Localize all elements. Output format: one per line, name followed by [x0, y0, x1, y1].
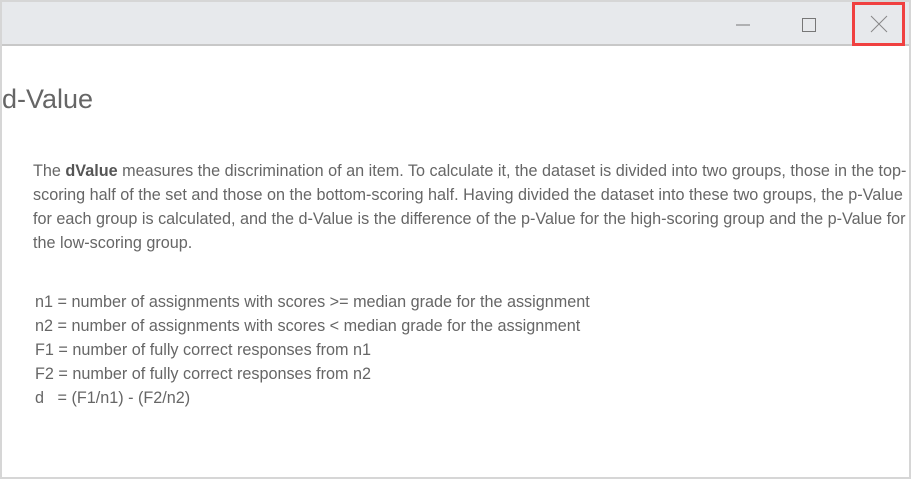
- definition-item: n2 = number of assignments with scores <…: [35, 317, 581, 335]
- maximize-icon: [802, 18, 816, 32]
- close-icon: [870, 15, 887, 33]
- close-button[interactable]: [852, 2, 905, 46]
- intro-bold-term: dValue: [65, 162, 118, 180]
- minimize-button[interactable]: [718, 4, 768, 46]
- page-title: d-Value: [2, 84, 94, 114]
- definition-item: F2 = number of fully correct responses f…: [35, 365, 372, 383]
- definition-item: F1 = number of fully correct responses f…: [35, 341, 372, 359]
- definition-item: d = (F1/n1) - (F2/n2): [35, 389, 191, 407]
- title-bar: [2, 2, 909, 46]
- definition-item: n1 = number of assignments with scores >…: [35, 293, 590, 311]
- intro-text: The: [33, 162, 66, 180]
- description-paragraph: The dValue measures the discrimination o…: [33, 159, 911, 255]
- minimize-icon: [736, 24, 750, 26]
- maximize-button[interactable]: [784, 4, 834, 46]
- intro-text-rest: measures the discrimination of an item. …: [33, 162, 907, 252]
- definitions-list: n1 = number of assignments with scores >…: [35, 290, 590, 410]
